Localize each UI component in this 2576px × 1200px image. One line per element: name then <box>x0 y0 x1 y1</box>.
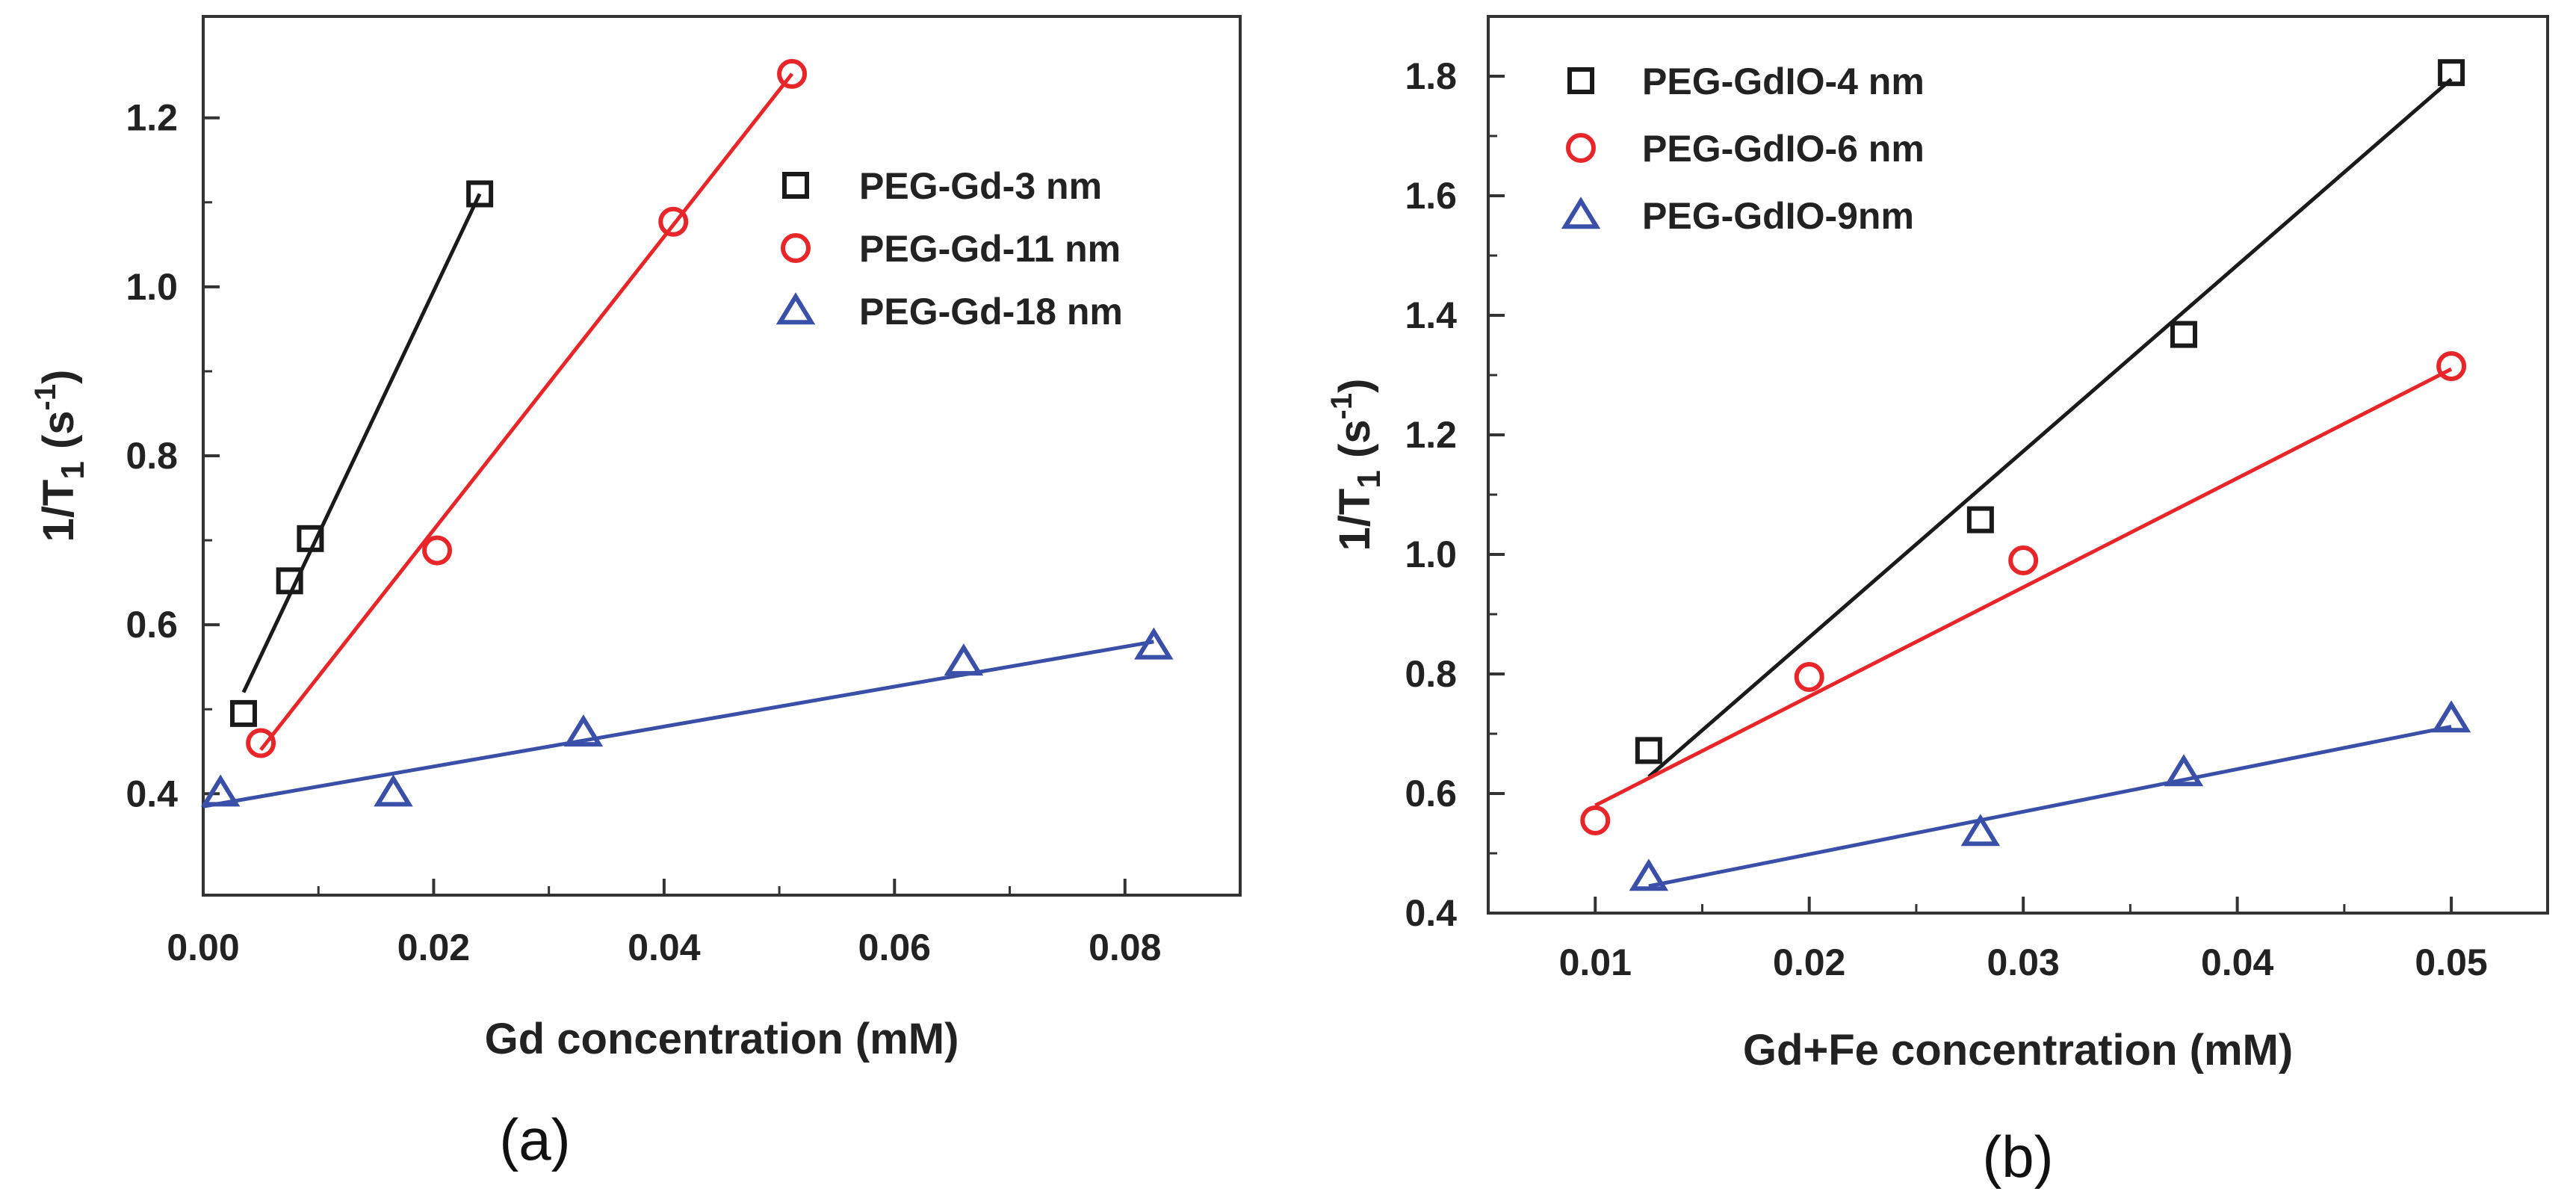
legend-marker-peg-gd-18-nm <box>775 292 816 325</box>
data-point-peg-gdio-6-nm <box>1794 662 1824 692</box>
y-tick-label: 1.0 <box>1405 533 1457 575</box>
x-tick-label: 0.05 <box>2415 941 2487 983</box>
y-tick-label: 0.4 <box>1405 892 1457 934</box>
fit-line-peg-gd-3-nm <box>241 193 482 693</box>
data-point-peg-gd-11-nm <box>658 206 689 237</box>
chart-panel-a: 0.00 0.02 0.04 0.06 0.08 0.4 0.6 0.8 1.0 1.2 PEG-G… <box>29 15 1242 1172</box>
y-tick-label: 1.0 <box>126 266 178 308</box>
data-point-peg-gd-3-nm <box>466 180 494 208</box>
y-tick-label: 1.6 <box>1405 175 1457 217</box>
y-tick-label: 1.2 <box>126 97 178 139</box>
data-point-peg-gd-3-nm <box>276 567 303 595</box>
x-tick-label: 0.01 <box>1559 941 1632 983</box>
data-point-peg-gd-11-nm <box>777 58 808 89</box>
data-point-peg-gdio-6-nm <box>2436 351 2467 381</box>
x-tick-label: 0.08 <box>1089 927 1161 968</box>
y-tick-label: 1.8 <box>1405 55 1457 97</box>
plot-frame <box>1487 15 2549 915</box>
x-tick-label: 0.00 <box>167 927 239 968</box>
data-point-peg-gd-18-nm <box>563 714 604 747</box>
data-point-peg-gdio-4-nm <box>2438 59 2465 87</box>
x-tick-label: 0.02 <box>1773 941 1845 983</box>
legend-marker-peg-gdio-4-nm <box>1567 67 1594 94</box>
y-tick-label: 1.2 <box>1405 414 1457 456</box>
x-tick-label: 0.04 <box>628 927 701 968</box>
fit-line-peg-gdio-6-nm <box>1594 367 2453 808</box>
data-point-peg-gd-3-nm <box>229 699 257 727</box>
legend-label-peg-gdio-6-nm: PEG-GdIO-6 nm <box>1642 128 1925 170</box>
data-point-peg-gd-18-nm <box>944 643 984 676</box>
data-point-peg-gdio-9nm <box>1960 814 2001 847</box>
fit-line-peg-gdio-9nm <box>1648 724 2452 888</box>
panel-label: (b) <box>1982 1124 2053 1190</box>
data-point-peg-gdio-9nm <box>2164 754 2204 787</box>
data-point-peg-gd-18-nm <box>374 774 413 807</box>
fit-line-peg-gd-18-nm <box>202 640 1154 808</box>
legend-marker-peg-gd-3-nm <box>782 172 809 199</box>
data-point-peg-gdio-9nm <box>1629 859 1669 891</box>
x-tick-label: 0.02 <box>397 927 470 968</box>
y-tick-label: 0.4 <box>126 773 178 814</box>
y-axis-label: 1/T1 (s-1) <box>1325 379 1387 551</box>
legend-label-peg-gd-11-nm: PEG-Gd-11 nm <box>859 228 1121 270</box>
y-tick-label: 0.6 <box>1405 773 1457 814</box>
plot-frame <box>202 15 1242 897</box>
y-tick-label: 0.6 <box>126 604 178 646</box>
chart-panel-b: 0.01 0.02 0.03 0.04 0.05 0.4 0.6 0.8 1.0 1.2 1.4 1.… <box>1325 15 2549 1190</box>
legend-label-peg-gdio-9nm: PEG-GdIO-9nm <box>1642 195 1914 237</box>
fit-line-peg-gd-11-nm <box>259 72 794 752</box>
data-point-peg-gdio-9nm <box>2431 700 2471 733</box>
data-point-peg-gdio-4-nm <box>1966 506 1994 533</box>
y-axis-label: 1/T1 (s-1) <box>29 370 91 542</box>
data-point-peg-gd-18-nm <box>1134 627 1174 660</box>
x-axis-label: Gd+Fe concentration (mM) <box>1743 1026 2293 1074</box>
legend-label-peg-gdio-4-nm: PEG-GdIO-4 nm <box>1642 61 1925 102</box>
x-tick-label: 0.06 <box>858 927 931 968</box>
data-point-peg-gdio-4-nm <box>2170 321 2198 348</box>
legend-label-peg-gd-3-nm: PEG-Gd-3 nm <box>859 165 1102 207</box>
y-tick-label: 0.8 <box>1405 653 1457 695</box>
data-point-peg-gd-18-nm <box>200 774 241 807</box>
x-axis-label: Gd concentration (mM) <box>485 1015 959 1063</box>
data-point-peg-gd-3-nm <box>297 525 324 552</box>
y-tick-label: 1.4 <box>1405 294 1457 336</box>
panel-label: (a) <box>499 1107 570 1172</box>
legend-label-peg-gd-18-nm: PEG-Gd-18 nm <box>859 291 1123 333</box>
data-point-peg-gd-11-nm <box>422 535 453 566</box>
data-point-peg-gdio-6-nm <box>1580 805 1611 835</box>
legend-marker-peg-gdio-9nm <box>1561 197 1601 229</box>
legend-marker-peg-gdio-6-nm <box>1566 133 1596 163</box>
data-point-peg-gd-11-nm <box>246 728 276 758</box>
y-tick-label: 0.8 <box>126 435 178 477</box>
x-tick-label: 0.03 <box>1987 941 2059 983</box>
fit-line-peg-gdio-4-nm <box>1647 78 2453 779</box>
legend-marker-peg-gd-11-nm <box>781 233 811 263</box>
x-tick-label: 0.04 <box>2201 941 2274 983</box>
data-point-peg-gdio-6-nm <box>2008 545 2039 575</box>
data-point-peg-gdio-4-nm <box>1635 737 1662 764</box>
